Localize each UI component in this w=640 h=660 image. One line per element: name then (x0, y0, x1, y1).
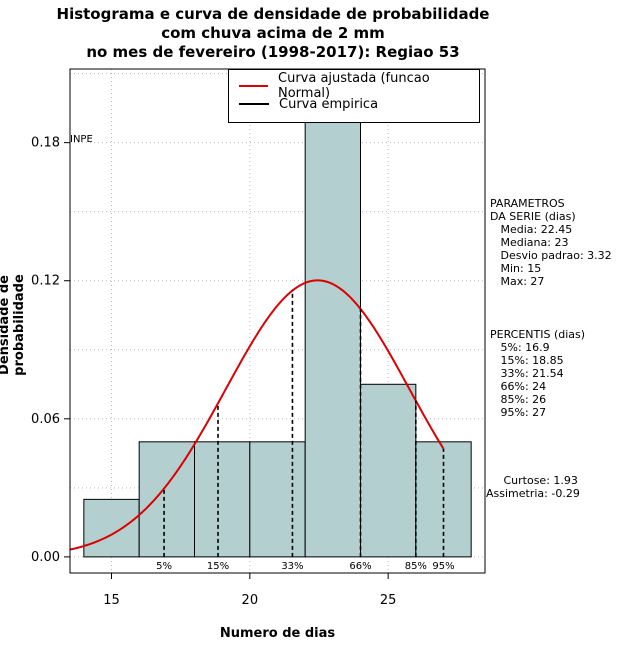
x-tick-label-2: 25 (380, 593, 397, 608)
legend-label-empirica: Curva empirica (279, 96, 379, 112)
percentile-label-2: 33% (281, 561, 303, 572)
percentile-label-5: 95% (432, 561, 454, 572)
percentile-label-0: 5% (156, 561, 172, 572)
y-tick-label-3: 0.18 (31, 136, 60, 151)
histogram-bar-5 (360, 383, 417, 558)
y-tick-label-1: 0.06 (31, 412, 60, 427)
legend-item-normal: Curva ajustada (funcao Normal) (239, 71, 479, 101)
legend: Curva ajustada (funcao Normal) Curva emp… (228, 69, 480, 123)
y-tick-label-2: 0.12 (31, 274, 60, 289)
histogram-bar-2 (194, 441, 251, 558)
x-tick-label-1: 20 (242, 593, 259, 608)
histogram-bar-3 (249, 441, 306, 558)
parametros-panel: PARAMETROS DA SERIE (dias) Media: 22.45 … (490, 197, 612, 288)
percentile-label-4: 85% (405, 561, 427, 572)
x-tick-label-0: 15 (103, 593, 120, 608)
legend-item-empirica: Curva empirica (239, 96, 378, 112)
histogram-bar-4 (304, 96, 361, 558)
legend-swatch-normal (239, 85, 268, 87)
curtose-assimetria-panel: Curtose: 1.93 Assimetria: -0.29 (486, 474, 580, 500)
inpe-watermark: INPE (70, 134, 93, 145)
normal-fit-curve (69, 279, 445, 551)
percentile-label-1: 15% (207, 561, 229, 572)
legend-label-normal: Curva ajustada (funcao Normal) (278, 71, 430, 101)
chart-title-line-2: com chuva acima de 2 mm (161, 24, 385, 42)
histogram-bar-1 (138, 441, 196, 558)
chart-title-line-3: no mes de fevereiro (1998-2017): Regiao … (86, 43, 460, 61)
y-axis-label: Densidade de probabilidade (0, 274, 27, 376)
legend-swatch-empirica (239, 103, 269, 105)
histogram-bar-0 (83, 498, 140, 558)
y-tick-label-0: 0.00 (31, 550, 60, 565)
percentis-panel: PERCENTIS (dias) 5%: 16.9 15%: 18.85 33%… (490, 328, 586, 419)
x-axis-label: Numero de dias (219, 626, 336, 641)
chart-title-line-1: Histograma e curva de densidade de proba… (56, 5, 490, 23)
percentile-label-3: 66% (349, 561, 371, 572)
